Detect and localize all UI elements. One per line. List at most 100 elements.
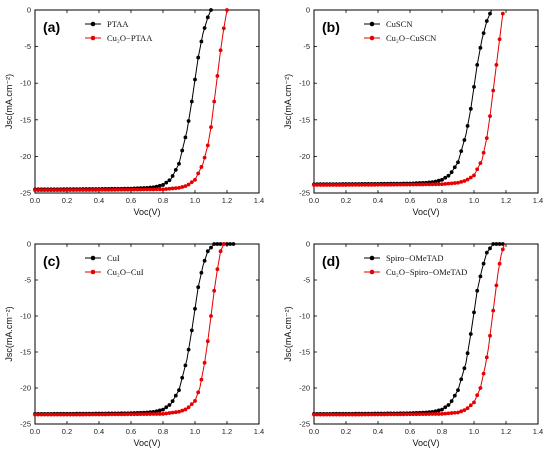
y-tick-label: -25 (20, 189, 31, 198)
data-point (135, 412, 140, 417)
data-point (157, 412, 162, 416)
data-point (366, 182, 371, 187)
y-tick-label: 0 (27, 240, 31, 249)
data-point (484, 355, 489, 360)
y-tick-label: -10 (299, 79, 310, 88)
data-point (74, 412, 79, 417)
data-point (459, 377, 464, 382)
data-point (488, 246, 492, 251)
data-point (449, 170, 454, 175)
data-point (177, 185, 181, 190)
data-point (45, 188, 50, 192)
data-point (334, 183, 339, 187)
data-point (462, 408, 467, 413)
data-point (199, 377, 204, 382)
data-point (55, 412, 60, 417)
y-tick-label: -15 (299, 115, 310, 124)
data-point (180, 408, 185, 413)
data-point (465, 124, 470, 128)
data-point (500, 11, 505, 16)
data-point (475, 63, 480, 67)
data-point (475, 288, 480, 293)
data-point (324, 183, 329, 187)
data-point (170, 186, 175, 191)
data-point (58, 412, 63, 417)
data-point (225, 242, 229, 246)
data-point (472, 310, 476, 315)
data-point (196, 171, 201, 176)
plot-frame (313, 243, 539, 425)
data-point (414, 182, 419, 187)
x-tick-label: 1.4 (254, 427, 264, 436)
data-point (228, 242, 233, 246)
series-markers-2 (33, 8, 229, 192)
data-point (100, 188, 105, 192)
data-point (215, 267, 220, 272)
y-tick-label: -20 (20, 384, 31, 393)
legend-marker (369, 269, 375, 275)
data-point (74, 188, 79, 192)
data-point (33, 188, 37, 192)
y-axis-title: Jsc(mA.cm⁻²) (4, 74, 14, 129)
data-point (494, 283, 499, 288)
data-point (71, 188, 76, 192)
data-point (183, 407, 188, 412)
x-tick-label: 0.6 (126, 427, 136, 436)
legend-label: Cu₂O−Spiro−OMeTAD (386, 267, 467, 277)
data-point (183, 135, 188, 140)
data-point (61, 412, 66, 417)
data-point (318, 412, 323, 417)
data-point (65, 412, 69, 417)
data-point (436, 182, 441, 187)
data-point (382, 182, 387, 187)
data-point (465, 177, 470, 182)
data-point (395, 182, 400, 187)
data-point (193, 77, 197, 82)
data-point (122, 187, 127, 192)
data-point (164, 405, 169, 410)
data-point (436, 408, 441, 413)
data-point (87, 188, 92, 192)
data-point (315, 412, 320, 417)
x-tick-label: 0.8 (437, 427, 447, 436)
data-point (449, 399, 454, 403)
data-point (468, 403, 473, 408)
data-point (312, 412, 316, 417)
data-point (388, 182, 393, 187)
x-tick-label: 0.8 (158, 427, 168, 436)
x-tick-label: 0.6 (126, 196, 136, 205)
x-tick-label: 0.4 (373, 196, 383, 205)
x-tick-label: 1.4 (254, 196, 264, 205)
data-point (97, 412, 101, 417)
data-point (189, 180, 194, 185)
data-point (135, 187, 140, 192)
data-point (433, 179, 438, 184)
data-point (164, 411, 169, 416)
data-point (443, 182, 448, 186)
data-point (344, 412, 348, 417)
data-point (132, 187, 137, 192)
plot-frame (313, 9, 539, 194)
data-point (491, 88, 496, 93)
data-point (180, 148, 185, 153)
data-point (456, 160, 460, 165)
data-point (430, 182, 435, 187)
y-axis-title: Jsc(mA.cm⁻²) (283, 306, 293, 361)
series-markers-2 (312, 11, 505, 187)
legend: Spiro−OMeTAD Cu₂O−Spiro−OMeTAD (364, 253, 467, 277)
data-point (475, 167, 480, 172)
data-point (462, 179, 467, 183)
data-point (366, 412, 371, 417)
data-point (170, 410, 175, 415)
data-point (440, 412, 444, 416)
legend: PTAA Cu₂O−PTAA (85, 19, 153, 43)
data-point (49, 412, 53, 417)
data-point (478, 274, 483, 279)
data-point (385, 412, 390, 417)
data-point (379, 412, 384, 417)
x-tick-label: 0.0 (30, 427, 40, 436)
data-point (436, 412, 441, 416)
data-point (103, 412, 108, 417)
data-point (472, 173, 476, 178)
